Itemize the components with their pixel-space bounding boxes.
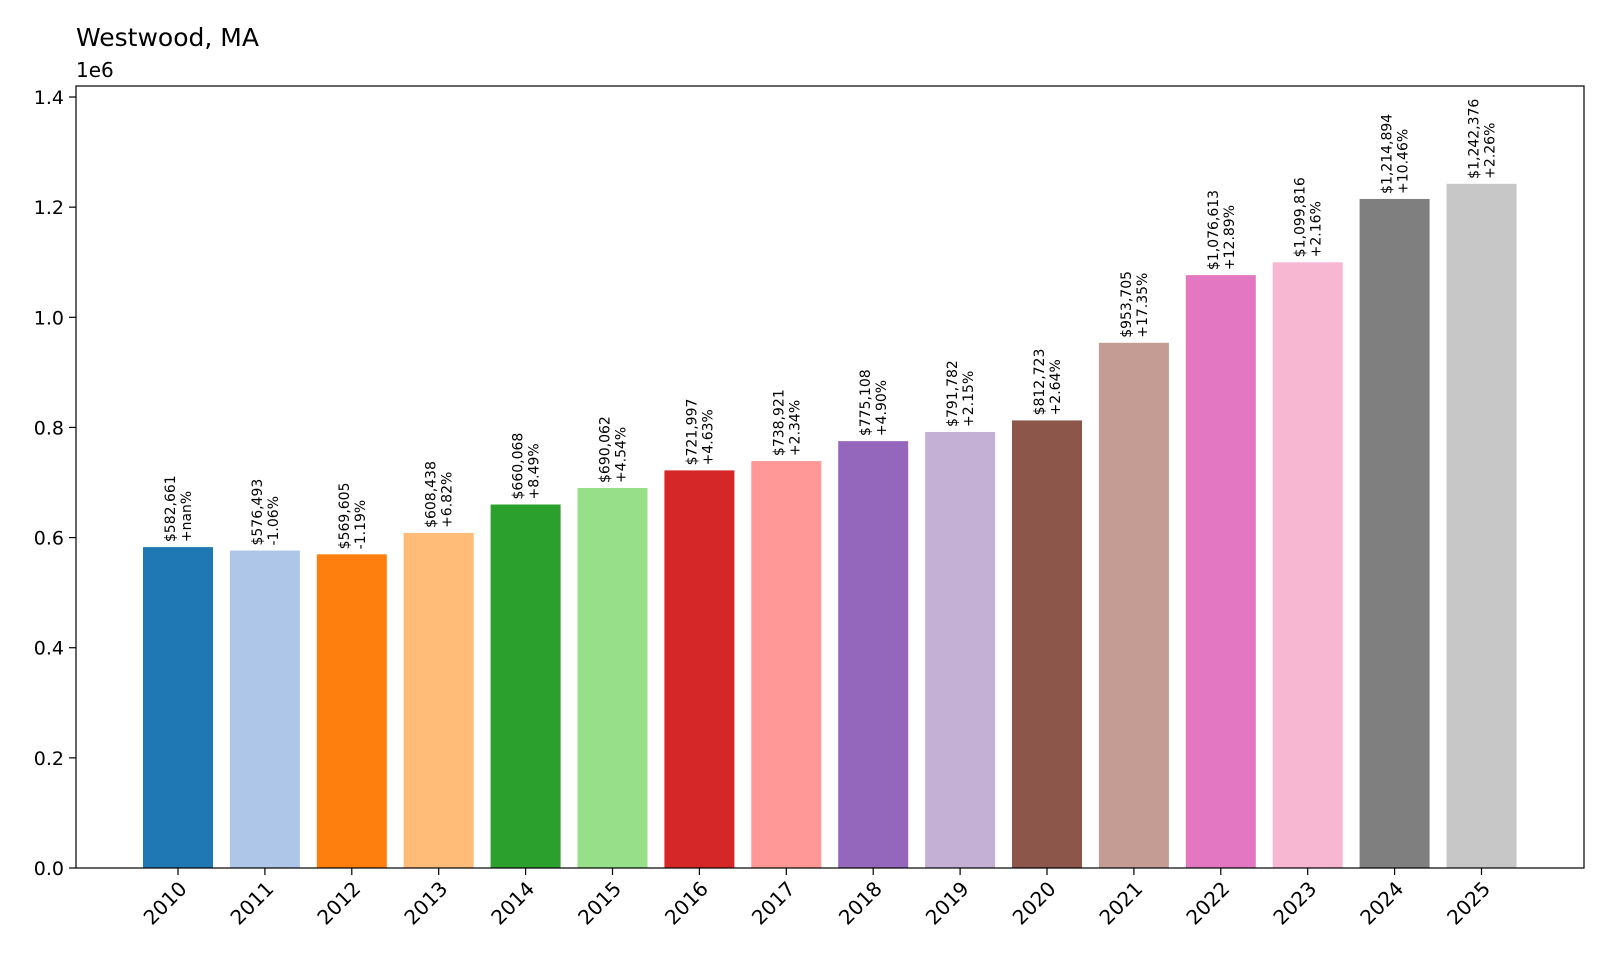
x-tick-label: 2019 — [921, 877, 974, 930]
y-tick-label: 0.6 — [34, 528, 64, 550]
y-axis: 0.0 0.2 0.4 0.6 0.8 1.0 1.2 1.4 — [34, 87, 76, 880]
bar-change-label: +12.89% — [1222, 205, 1238, 270]
bar-annotation: $812,723 +2.64% — [1032, 349, 1064, 416]
x-tick-label: 2015 — [573, 877, 626, 930]
bar-annotation: $608,438 +6.82% — [424, 461, 456, 528]
bar-2010 — [143, 547, 213, 868]
bar-value-label: $608,438 — [424, 461, 440, 528]
bar-annotation: $576,493 -1.06% — [250, 479, 282, 546]
bar-change-label: +4.54% — [614, 427, 630, 483]
bar-value-label: $1,242,376 — [1467, 99, 1483, 179]
chart-title: Westwood, MA — [76, 23, 259, 52]
x-tick-label: 2013 — [399, 877, 452, 930]
x-tick-label: 2023 — [1268, 877, 1321, 930]
x-tick-label: 2014 — [486, 877, 539, 930]
bar-2025 — [1446, 183, 1517, 868]
bar-value-label: $1,076,613 — [1206, 190, 1222, 270]
bar-2012 — [316, 554, 387, 868]
bar-change-label: +6.82% — [440, 472, 456, 528]
bar-change-label: +2.64% — [1048, 359, 1064, 415]
bar-change-label: +nan% — [179, 491, 195, 542]
bar-change-label: +4.90% — [874, 380, 890, 436]
x-tick-label: 2016 — [660, 877, 713, 930]
bar-value-label: $791,782 — [945, 360, 961, 427]
bar-2015 — [577, 487, 648, 868]
y-tick-label: 0.8 — [34, 417, 64, 439]
bar-change-label: +2.15% — [961, 371, 977, 427]
x-axis: 2010 2011 2012 2013 2014 2015 2016 2017 2018 2019… — [139, 868, 1495, 930]
bar-annotation: $721,997 +4.63% — [684, 399, 716, 466]
bar-2020 — [1012, 420, 1082, 868]
bar-value-label: $660,068 — [511, 433, 527, 500]
y-tick-label: 0.0 — [34, 858, 64, 880]
bar-value-label: $582,661 — [163, 475, 179, 542]
bar-annotation: $738,921 +2.34% — [771, 389, 803, 456]
bar-2016 — [664, 470, 735, 868]
bar-change-label: +2.34% — [787, 400, 803, 456]
bar-annotation: $1,214,894 +10.46% — [1380, 114, 1412, 194]
bar-annotation: $569,605 -1.19% — [337, 483, 369, 550]
bar-annotation: $690,062 +4.54% — [598, 416, 630, 483]
bar-change-label: +8.49% — [527, 443, 543, 499]
bar-2014 — [490, 504, 561, 868]
x-tick-label: 2021 — [1094, 877, 1147, 930]
bar-value-label: $690,062 — [598, 416, 614, 483]
bar-value-label: $1,214,894 — [1380, 114, 1396, 194]
bars-layer — [143, 183, 1517, 869]
bar-value-label: $569,605 — [337, 483, 353, 550]
bar-change-label: +4.63% — [700, 409, 716, 465]
bar-value-label: $1,099,816 — [1293, 177, 1309, 257]
bar-annotation: $953,705 +17.35% — [1119, 271, 1151, 338]
bar-change-label: +17.35% — [1135, 273, 1151, 338]
plot-frame — [75, 85, 1585, 869]
bar-change-label: +2.16% — [1309, 201, 1325, 257]
bar-change-label: +2.26% — [1483, 123, 1499, 179]
x-tick-label: 2020 — [1008, 877, 1061, 930]
bar-annotation: $1,076,613 +12.89% — [1206, 190, 1238, 270]
bar-2013 — [403, 532, 474, 868]
bar-2011 — [229, 550, 300, 868]
bar-value-label: $953,705 — [1119, 271, 1135, 338]
bar-change-label: -1.19% — [353, 500, 369, 550]
bar-labels-layer: $582,661 +nan% $576,493 -1.06% $569,605 -1.19… — [163, 99, 1499, 550]
bar-2017 — [751, 461, 822, 868]
bar-annotation: $660,068 +8.49% — [511, 433, 543, 500]
bar-annotation: $775,108 +4.90% — [858, 369, 890, 436]
bar-annotation: $582,661 +nan% — [163, 475, 195, 542]
bar-annotation: $1,242,376 +2.26% — [1467, 99, 1499, 179]
x-tick-label: 2011 — [225, 877, 278, 930]
bar-2018 — [838, 441, 909, 868]
bar-value-label: $738,921 — [771, 389, 787, 456]
bar-change-label: +10.46% — [1396, 129, 1412, 194]
bar-value-label: $812,723 — [1032, 349, 1048, 416]
y-tick-label: 1.2 — [34, 197, 64, 219]
x-tick-label: 2025 — [1442, 877, 1495, 930]
bar-annotation: $1,099,816 +2.16% — [1293, 177, 1325, 257]
y-tick-label: 0.4 — [34, 638, 64, 660]
bar-2019 — [925, 431, 996, 868]
x-tick-label: 2018 — [834, 877, 887, 930]
bar-2022 — [1185, 275, 1256, 868]
bar-2021 — [1098, 342, 1169, 868]
y-tick-label: 1.4 — [34, 87, 64, 109]
y-tick-label: 0.2 — [34, 748, 64, 770]
bar-value-label: $775,108 — [858, 369, 874, 436]
bar-2024 — [1359, 198, 1430, 868]
bar-value-label: $576,493 — [250, 479, 266, 546]
x-tick-label: 2012 — [312, 877, 365, 930]
bar-annotation: $791,782 +2.15% — [945, 360, 977, 427]
y-tick-label: 1.0 — [34, 307, 64, 329]
y-axis-offset-label: 1e6 — [76, 58, 114, 82]
x-tick-label: 2022 — [1181, 877, 1234, 930]
bar-value-label: $721,997 — [684, 399, 700, 466]
x-tick-label: 2024 — [1355, 877, 1408, 930]
bar-change-label: -1.06% — [266, 496, 282, 546]
bar-2023 — [1272, 262, 1343, 869]
x-tick-label: 2010 — [139, 877, 192, 930]
x-tick-label: 2017 — [747, 877, 800, 930]
